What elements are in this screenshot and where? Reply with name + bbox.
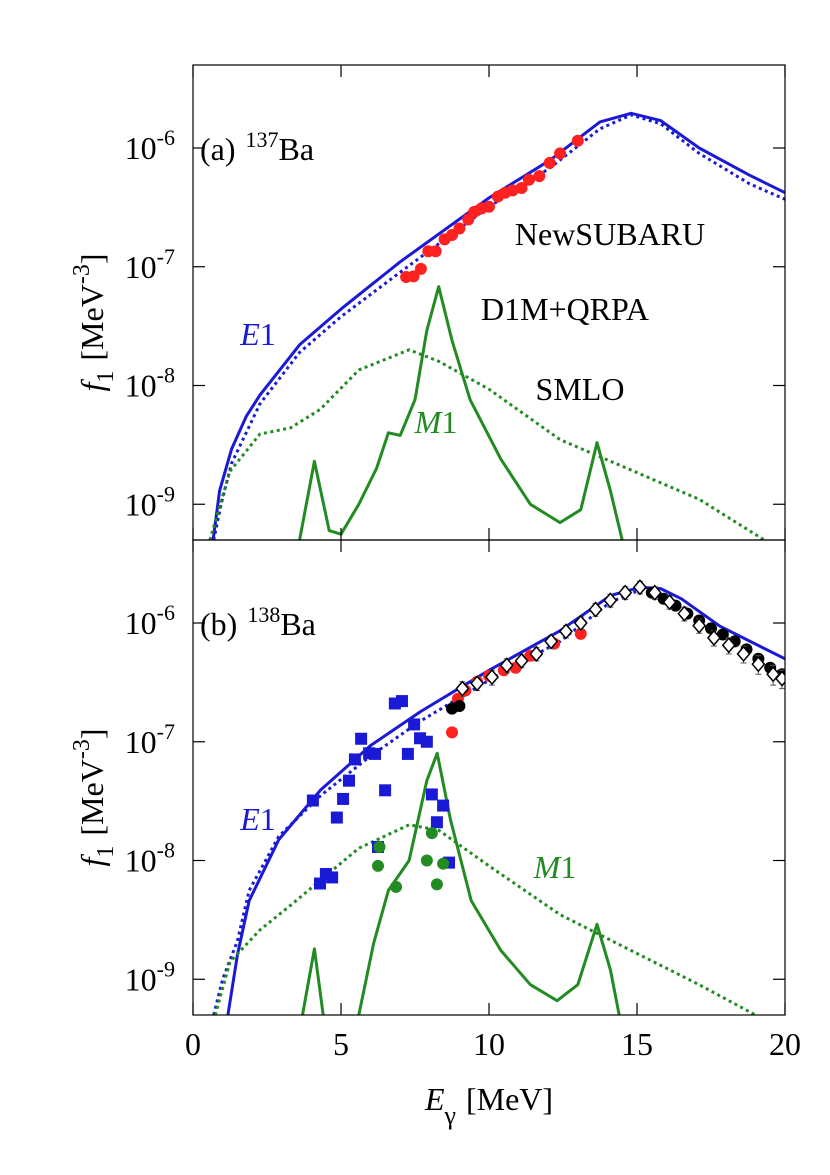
annotation: SMLO [536,371,625,407]
y-tick-label: 10-7 [125,244,175,285]
data-point [588,601,603,618]
data-point [306,794,319,807]
annotation: M1 [414,404,458,440]
data-point [420,854,433,867]
data-point [483,200,495,213]
curve [211,111,785,540]
data-point [632,579,647,596]
curve [208,348,766,540]
data-point [408,718,421,731]
data-point [430,816,443,829]
y-axis-label: f1[MeV-3] [69,729,119,867]
curve [212,113,785,540]
annotation: M1 [533,849,577,885]
y-tick-label: 10-8 [125,363,175,404]
data-point [692,617,707,634]
data-point [373,840,386,853]
data-point [455,680,470,697]
x-tick-label: 10 [473,1026,505,1062]
panel-label: (a) 137Ba [200,127,314,167]
data-point [618,584,633,601]
data-point [529,645,544,662]
data-point [437,857,450,870]
data-point [379,784,392,797]
data-point [775,670,785,687]
data-point [425,827,438,840]
panel: 10-6 10-7 10-8 10-9 (a) 137Ba NewSUBARU D1M+QRP… [69,64,786,541]
panel: 10-6 10-7 10-8 10-9 0 5 10 15 20 (b) 138Ba E1 M1 f1[M… [69,539,801,1130]
y-tick-label: 10-6 [125,600,175,641]
data-point [430,878,443,891]
data-point [446,726,458,739]
data-point [751,656,766,673]
y-tick-label: 10-7 [125,719,175,760]
data-point [558,623,573,640]
data-point [554,147,567,160]
data-point [766,666,781,683]
data-point [514,652,529,670]
data-point [721,637,736,654]
data-point [330,811,343,824]
data-point [573,614,588,632]
curve [298,285,624,540]
data-point [522,173,535,186]
data-point [429,245,442,258]
data-point [425,788,438,801]
data-point [414,262,427,275]
x-tick-label: 15 [621,1026,653,1062]
y-tick-label: 10-6 [125,125,175,166]
data-point [499,657,514,674]
annotation: D1M+QRPA [481,291,649,327]
x-tick-label: 0 [185,1026,201,1062]
plot-area [208,111,785,540]
data-point [484,668,499,686]
data-point [677,605,692,622]
data-point [736,645,751,662]
y-axis-label: f1[MeV-3] [69,254,119,392]
data-point [544,633,559,650]
annotation: E1 [239,801,276,837]
data-point [706,629,721,646]
data-point [647,584,662,601]
data-point [574,627,587,640]
data-point [342,774,355,787]
y-tick-label: 10-9 [125,481,175,522]
data-point [470,675,485,692]
data-point [437,799,450,812]
plot-area [212,579,785,1015]
data-point [313,877,326,890]
x-tick-label: 5 [333,1026,349,1062]
data-point [401,747,414,760]
y-tick-label: 10-8 [125,838,175,879]
data-point [369,747,382,760]
data-point [355,732,368,745]
curve [213,823,757,1015]
data-point [662,593,677,611]
curve [301,751,621,1015]
data-point [326,871,339,884]
data-point [603,592,618,609]
data-point [372,859,384,872]
x-axis-label: Eγ [MeV] [424,1081,553,1130]
data-point [533,170,546,183]
annotation: E1 [239,316,276,352]
data-point [390,880,403,893]
data-point [420,735,433,748]
data-point [515,182,528,195]
y-tick-label: 10-9 [125,956,175,997]
data-point [407,270,420,283]
annotation: NewSUBARU [515,216,705,252]
curve [212,588,641,1015]
x-tick-label: 20 [769,1026,801,1062]
data-point [571,134,584,147]
data-point [348,753,361,766]
data-point [453,700,466,713]
data-point [543,156,556,169]
data-point [395,695,408,708]
data-point [337,792,350,805]
panel-label: (b) 138Ba [200,602,316,642]
data-point [453,222,466,235]
